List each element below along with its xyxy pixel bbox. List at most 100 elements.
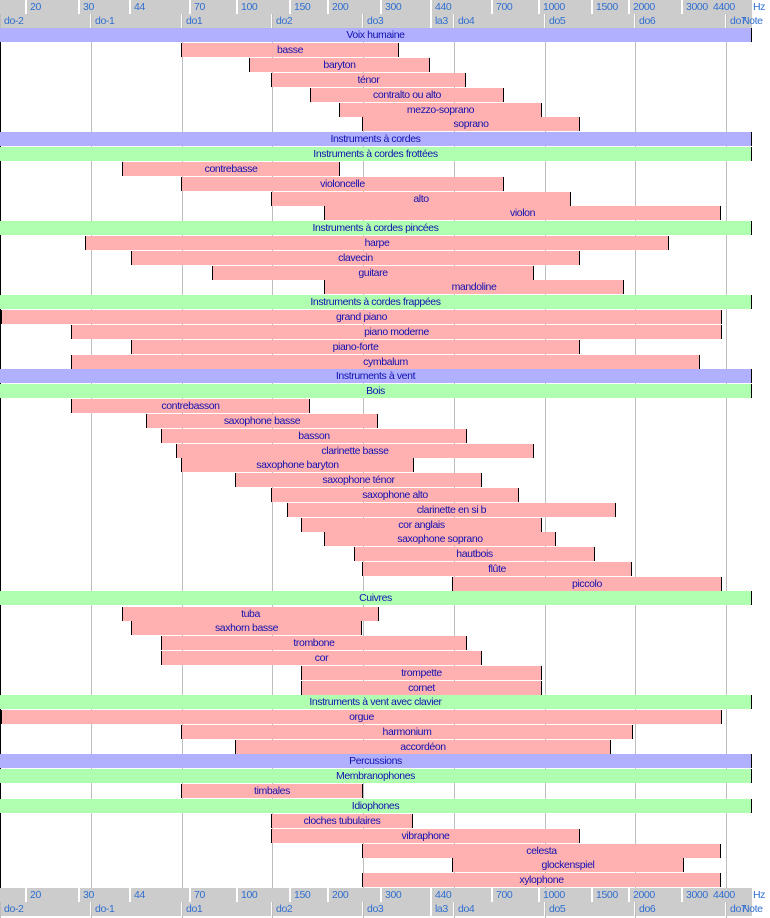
bar-label: trombone bbox=[293, 637, 335, 650]
range-bar: piccolo bbox=[452, 576, 722, 591]
bar-label: piano-forte bbox=[332, 340, 379, 353]
hz-tick-label: 44 bbox=[131, 0, 189, 14]
hz-axis-blank-cell bbox=[0, 0, 25, 14]
note-tick-label: do4 bbox=[455, 902, 544, 916]
hz-tick-label: 300 bbox=[382, 0, 430, 14]
range-bar: vibraphone bbox=[271, 828, 580, 843]
subcategory-header: Membranophones bbox=[0, 769, 752, 783]
hz-tick-label: 4400 bbox=[710, 888, 752, 902]
range-bar: grand piano bbox=[1, 310, 722, 325]
note-tick-label: do3 bbox=[364, 902, 430, 916]
bar-label: timbales bbox=[254, 785, 290, 798]
bar-label: glockenspiel bbox=[541, 859, 595, 872]
range-bar: orgue bbox=[1, 710, 722, 725]
bar-label: orgue bbox=[349, 711, 374, 724]
hz-tick-label: 700 bbox=[493, 888, 538, 902]
bar-label: flûte bbox=[488, 563, 506, 575]
bar-label: saxhorn basse bbox=[214, 622, 279, 635]
subcategory-header: Cuivres bbox=[0, 591, 752, 606]
hz-tick-label: 700 bbox=[493, 0, 538, 14]
subcategory-header: Instruments à cordes pincées bbox=[0, 220, 752, 235]
bar-label: tuba bbox=[241, 607, 260, 620]
range-bar: saxhorn basse bbox=[131, 621, 362, 636]
note-tick-label: do4 bbox=[455, 14, 544, 28]
range-bar: flûte bbox=[362, 562, 632, 576]
range-bar: saxophone ténor bbox=[235, 473, 482, 488]
range-bar: cor bbox=[161, 650, 482, 665]
range-bar: timbales bbox=[181, 784, 363, 799]
hz-tick-label: 100 bbox=[238, 888, 289, 902]
bar-label: clarinette basse bbox=[321, 444, 389, 457]
range-bar: xylophone bbox=[362, 873, 721, 888]
hz-axis-blank-cell bbox=[0, 888, 25, 902]
bar-label: accordéon bbox=[400, 740, 446, 753]
bar-label: cloches tubulaires bbox=[303, 815, 381, 827]
hz-tick-label: 4400 bbox=[710, 0, 752, 14]
bar-label: celesta bbox=[526, 844, 557, 857]
bar-label: contralto ou alto bbox=[373, 88, 441, 101]
range-bar: alto bbox=[271, 191, 571, 206]
range-bar: cymbalum bbox=[71, 354, 700, 369]
note-tick-label: do-1 bbox=[92, 902, 181, 916]
range-bar: tuba bbox=[122, 606, 379, 621]
bar-label: clarinette en si b bbox=[416, 503, 487, 516]
range-bar: saxophone baryton bbox=[181, 458, 414, 473]
subcategory-header: Bois bbox=[0, 383, 752, 398]
range-bar: mezzo-soprano bbox=[339, 102, 542, 117]
bar-label: guitare bbox=[358, 266, 388, 279]
note-axis-bottom: do-2 do-1 do1 do2 do3 la3 do4 do5 do6 do7 Note bbox=[0, 902, 770, 916]
hz-tick-label: 200 bbox=[329, 0, 380, 14]
bar-label: alto bbox=[413, 192, 429, 205]
note-tick-label: do7 bbox=[727, 14, 752, 28]
range-bar: violon bbox=[324, 206, 721, 221]
grid-line-do7 bbox=[726, 0, 727, 918]
hz-tick-label: 1500 bbox=[593, 888, 628, 902]
range-bar: basson bbox=[161, 428, 467, 443]
grid-line-do6 bbox=[635, 0, 636, 918]
range-bar: mandoline bbox=[324, 280, 624, 295]
range-bar: piano moderne bbox=[71, 324, 722, 339]
range-bar: celesta bbox=[362, 843, 721, 858]
range-bar: accordéon bbox=[235, 739, 611, 754]
note-tick-label: la3 bbox=[432, 902, 453, 916]
hz-tick-label: 30 bbox=[80, 0, 129, 14]
range-bar: ténor bbox=[271, 73, 466, 87]
bar-label: basson bbox=[298, 429, 330, 442]
range-bar: contralto ou alto bbox=[310, 87, 504, 102]
range-bar: cornet bbox=[301, 680, 542, 695]
note-axis-top: do-2 do-1 do1 do2 do3 la3 do4 do5 do6 do7 Note bbox=[0, 14, 770, 28]
note-unit-label: Note bbox=[742, 903, 763, 915]
bar-label: contrebasson bbox=[161, 400, 220, 412]
range-bar: saxophone soprano bbox=[324, 532, 556, 547]
note-tick-label: do1 bbox=[183, 14, 271, 28]
bar-label: violoncelle bbox=[320, 177, 365, 190]
hz-tick-label: 70 bbox=[191, 888, 236, 902]
hz-tick-label: 44 bbox=[131, 888, 189, 902]
range-bar: cloches tubulaires bbox=[271, 814, 413, 828]
bar-label: clavecin bbox=[338, 251, 373, 264]
bar-label: harmonium bbox=[382, 726, 432, 738]
hz-unit-label: Hz bbox=[753, 889, 766, 901]
grid-line-do4 bbox=[454, 0, 455, 918]
bar-label: hautbois bbox=[456, 548, 493, 561]
hz-tick-label: 2000 bbox=[630, 0, 681, 14]
hz-tick-label: 20 bbox=[27, 0, 78, 14]
bar-label: saxophone ténor bbox=[322, 474, 395, 487]
note-unit-label: Note bbox=[742, 15, 763, 27]
hz-tick-label: 150 bbox=[291, 0, 327, 14]
range-bar: clavecin bbox=[131, 250, 580, 265]
bar-label: piccolo bbox=[572, 577, 602, 590]
hz-axis-top: 20 30 44 70 100 150 200 300 440 700 1000 1500 2000 30… bbox=[0, 0, 770, 14]
bar-label: grand piano bbox=[335, 311, 388, 324]
grid-line-do-1 bbox=[91, 0, 92, 918]
hz-tick-label: 1000 bbox=[540, 888, 591, 902]
subcategory-header: Instruments à vent avec clavier bbox=[0, 694, 752, 709]
subcategory-header: Instruments à cordes frappées bbox=[0, 294, 752, 309]
hz-tick-label: 200 bbox=[329, 888, 380, 902]
note-tick-label: do-2 bbox=[1, 902, 90, 916]
range-bar: harmonium bbox=[181, 725, 633, 739]
note-tick-label: do6 bbox=[636, 14, 725, 28]
range-bar: trompette bbox=[301, 665, 542, 680]
range-bar: trombone bbox=[161, 636, 467, 651]
category-header: Voix humaine bbox=[0, 28, 752, 42]
